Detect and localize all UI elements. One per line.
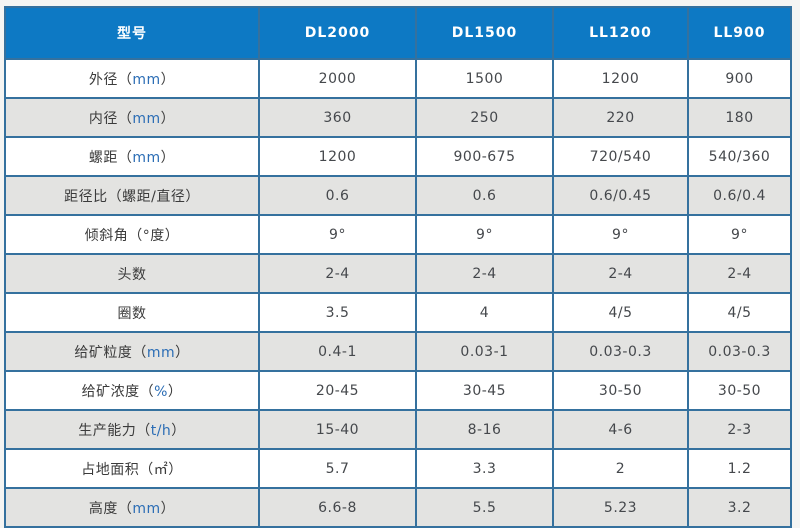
row-label-unit: mm (132, 71, 161, 88)
row-label: 内径（mm） (4, 97, 260, 138)
value-cell: 360 (258, 97, 417, 138)
value-cell: 900-675 (415, 136, 554, 177)
table-row: 倾斜角（°度） 9° 9° 9° 9° (4, 214, 792, 255)
row-label: 距径比（螺距/直径） (4, 175, 260, 216)
value-cell: 3.2 (687, 487, 792, 528)
spec-table-body: 外径（mm） 2000 1500 1200 900 内径（mm） 360 250 220 180 螺… (4, 58, 792, 528)
table-row: 给矿浓度（%） 20-45 30-45 30-50 30-50 (4, 370, 792, 411)
value-cell: 1200 (258, 136, 417, 177)
column-header-ll1200: LL1200 (552, 6, 689, 60)
value-cell: 250 (415, 97, 554, 138)
row-label: 螺距（mm） (4, 136, 260, 177)
row-label-unit: mm (132, 110, 161, 127)
value-cell: 900 (687, 58, 792, 99)
value-cell: 9° (552, 214, 689, 255)
value-cell: 5.7 (258, 448, 417, 489)
value-cell: 4-6 (552, 409, 689, 450)
column-header-dl2000: DL2000 (258, 6, 417, 60)
table-row: 圈数 3.5 4 4/5 4/5 (4, 292, 792, 333)
table-row: 外径（mm） 2000 1500 1200 900 (4, 58, 792, 99)
row-label: 倾斜角（°度） (4, 214, 260, 255)
value-cell: 2 (552, 448, 689, 489)
value-cell: 720/540 (552, 136, 689, 177)
table-row: 螺距（mm） 1200 900-675 720/540 540/360 (4, 136, 792, 177)
table-row: 占地面积（㎡） 5.7 3.3 2 1.2 (4, 448, 792, 489)
table-row: 给矿粒度（mm） 0.4-1 0.03-1 0.03-0.3 0.03-0.3 (4, 331, 792, 372)
row-label: 头数 (4, 253, 260, 294)
table-row: 头数 2-4 2-4 2-4 2-4 (4, 253, 792, 294)
value-cell: 0.4-1 (258, 331, 417, 372)
value-cell: 0.03-0.3 (687, 331, 792, 372)
table-row: 距径比（螺距/直径） 0.6 0.6 0.6/0.45 0.6/0.4 (4, 175, 792, 216)
value-cell: 30-45 (415, 370, 554, 411)
value-cell: 9° (258, 214, 417, 255)
value-cell: 4 (415, 292, 554, 333)
value-cell: 20-45 (258, 370, 417, 411)
value-cell: 2-4 (415, 253, 554, 294)
row-label-unit: t/h (150, 422, 172, 439)
value-cell: 0.03-1 (415, 331, 554, 372)
value-cell: 3.5 (258, 292, 417, 333)
value-cell: 1200 (552, 58, 689, 99)
spec-table-header: 型号 DL2000 DL1500 LL1200 LL900 (4, 6, 792, 60)
value-cell: 0.03-0.3 (552, 331, 689, 372)
row-label: 生产能力（t/h） (4, 409, 260, 450)
table-row: 内径（mm） 360 250 220 180 (4, 97, 792, 138)
row-label-unit: mm (146, 344, 176, 361)
value-cell: 1500 (415, 58, 554, 99)
value-cell: 1.2 (687, 448, 792, 489)
value-cell: 4/5 (687, 292, 792, 333)
row-label: 占地面积（㎡） (4, 448, 260, 489)
row-label-unit: mm (132, 500, 161, 517)
value-cell: 0.6/0.45 (552, 175, 689, 216)
value-cell: 2000 (258, 58, 417, 99)
row-label-unit: % (154, 383, 168, 400)
row-label: 圈数 (4, 292, 260, 333)
value-cell: 8-16 (415, 409, 554, 450)
value-cell: 180 (687, 97, 792, 138)
value-cell: 0.6/0.4 (687, 175, 792, 216)
value-cell: 30-50 (552, 370, 689, 411)
value-cell: 9° (415, 214, 554, 255)
header-row: 型号 DL2000 DL1500 LL1200 LL900 (4, 6, 792, 60)
value-cell: 30-50 (687, 370, 792, 411)
table-row: 高度（mm） 6.6-8 5.5 5.23 3.2 (4, 487, 792, 528)
value-cell: 9° (687, 214, 792, 255)
value-cell: 5.5 (415, 487, 554, 528)
value-cell: 2-4 (687, 253, 792, 294)
column-header-dl1500: DL1500 (415, 6, 554, 60)
value-cell: 4/5 (552, 292, 689, 333)
value-cell: 5.23 (552, 487, 689, 528)
value-cell: 220 (552, 97, 689, 138)
value-cell: 2-4 (258, 253, 417, 294)
row-label: 给矿浓度（%） (4, 370, 260, 411)
value-cell: 0.6 (258, 175, 417, 216)
value-cell: 2-3 (687, 409, 792, 450)
value-cell: 540/360 (687, 136, 792, 177)
row-label: 高度（mm） (4, 487, 260, 528)
value-cell: 15-40 (258, 409, 417, 450)
spec-table: 型号 DL2000 DL1500 LL1200 LL900 外径（mm） 2000… (4, 6, 792, 528)
value-cell: 6.6-8 (258, 487, 417, 528)
column-header-model: 型号 (4, 6, 260, 60)
value-cell: 2-4 (552, 253, 689, 294)
value-cell: 3.3 (415, 448, 554, 489)
row-label: 给矿粒度（mm） (4, 331, 260, 372)
table-row: 生产能力（t/h） 15-40 8-16 4-6 2-3 (4, 409, 792, 450)
row-label: 外径（mm） (4, 58, 260, 99)
column-header-ll900: LL900 (687, 6, 792, 60)
row-label-unit: mm (132, 149, 161, 166)
value-cell: 0.6 (415, 175, 554, 216)
